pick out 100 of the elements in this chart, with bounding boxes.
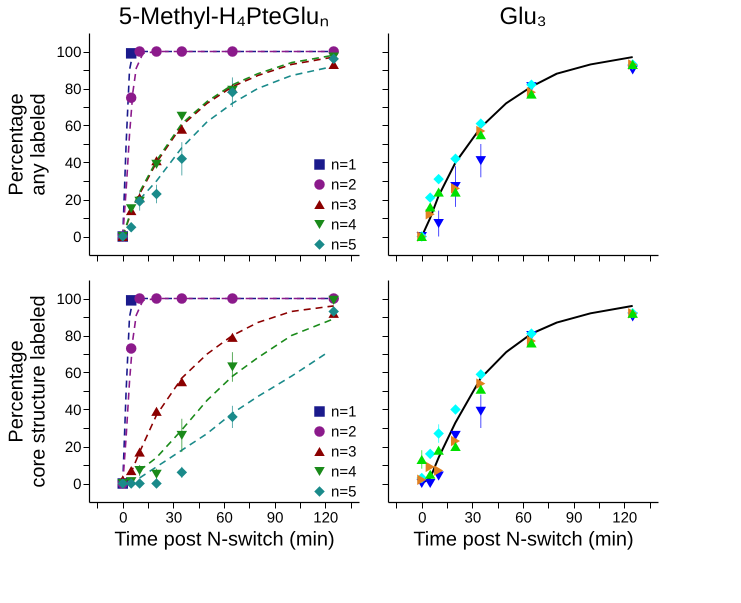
- point: [176, 124, 188, 134]
- point: [476, 406, 486, 416]
- point: [126, 466, 136, 476]
- y-tick-label: 100: [56, 44, 82, 61]
- y-tick-label: 60: [64, 365, 82, 382]
- point: [176, 293, 188, 304]
- x-tick-label: 90: [266, 510, 284, 526]
- point: [433, 174, 444, 184]
- point: [424, 192, 436, 203]
- point: [450, 436, 460, 446]
- point: [476, 156, 486, 166]
- point: [227, 332, 238, 342]
- point: [450, 404, 461, 415]
- point: [476, 118, 486, 129]
- point: [176, 430, 188, 440]
- point: [227, 412, 238, 422]
- point: [526, 328, 537, 339]
- point: [151, 406, 162, 416]
- point: [134, 293, 145, 304]
- x-axis-title: Time post N-switch (min): [413, 528, 634, 550]
- y-tick-label: 0: [73, 476, 82, 493]
- y-tick-label: 100: [56, 291, 82, 308]
- point: [328, 54, 339, 64]
- chart-title: 5-Methyl-H₄PteGluₙ: [118, 3, 330, 30]
- y-tick-label: 80: [64, 81, 82, 98]
- legend-label: n=5: [331, 484, 356, 500]
- point: [151, 293, 162, 304]
- point: [227, 46, 238, 57]
- y-tick-label: 0: [73, 229, 82, 246]
- legend-label: n=3: [331, 444, 356, 460]
- point: [433, 188, 444, 197]
- y-tick-label: 40: [64, 155, 82, 172]
- point: [176, 112, 188, 121]
- y-axis-title: Percentage any labeled: [5, 93, 50, 196]
- y-tick-label: 40: [64, 402, 82, 419]
- x-tick-label: 60: [216, 510, 233, 526]
- x-axis-title: Time post N-switch (min): [114, 528, 335, 550]
- y-axis-title: Percentage core structure labeled: [5, 295, 50, 488]
- point: [476, 378, 486, 389]
- x-tick-label: 0: [119, 510, 128, 526]
- point: [526, 338, 537, 348]
- legend-label: n=1: [331, 156, 356, 174]
- point: [227, 362, 238, 372]
- point: [151, 470, 162, 479]
- point: [151, 46, 162, 57]
- point: [134, 46, 145, 57]
- x-tick-label: 60: [515, 510, 532, 526]
- point: [476, 384, 486, 394]
- point: [526, 90, 537, 99]
- point: [126, 222, 136, 232]
- legend-label: n=4: [331, 216, 356, 234]
- point: [134, 478, 145, 489]
- point: [126, 92, 136, 103]
- point: [424, 478, 436, 488]
- y-tick-label: 20: [64, 192, 82, 209]
- point: [151, 188, 162, 200]
- point: [134, 448, 145, 457]
- legend-label: n=1: [331, 404, 356, 420]
- point: [426, 462, 435, 472]
- point: [176, 154, 188, 164]
- point: [433, 446, 444, 455]
- point: [424, 448, 436, 460]
- point: [328, 306, 339, 317]
- point: [424, 470, 436, 479]
- point: [476, 130, 486, 140]
- point: [227, 86, 238, 98]
- point: [151, 160, 162, 169]
- chart-title: Glu₃: [499, 3, 547, 30]
- y-tick-label: 60: [64, 118, 82, 135]
- x-tick-label: 120: [313, 510, 338, 526]
- point: [526, 80, 537, 90]
- point: [434, 465, 444, 476]
- point: [433, 219, 444, 228]
- point: [176, 467, 188, 478]
- point: [151, 478, 162, 489]
- point: [176, 377, 188, 386]
- x-tick-label: 120: [612, 510, 638, 526]
- legend-label: n=2: [331, 424, 356, 440]
- legend-label: n=3: [331, 196, 356, 214]
- y-tick-label: 80: [64, 328, 82, 345]
- point: [227, 293, 238, 304]
- legend-label: n=2: [331, 176, 356, 194]
- x-tick-label: 30: [166, 510, 182, 526]
- point: [416, 454, 427, 464]
- x-tick-label: 0: [418, 510, 426, 526]
- point: [126, 343, 136, 354]
- x-tick-label: 30: [464, 510, 482, 526]
- point: [134, 466, 145, 476]
- point: [328, 296, 339, 305]
- point: [433, 428, 444, 439]
- point: [424, 202, 436, 212]
- legend-label: n=5: [331, 236, 356, 254]
- point: [126, 478, 136, 489]
- point: [450, 430, 461, 440]
- point: [450, 188, 461, 197]
- point: [450, 154, 461, 164]
- x-tick-label: 90: [566, 510, 582, 526]
- y-tick-label: 20: [64, 439, 82, 456]
- point: [176, 46, 188, 57]
- point: [450, 442, 461, 452]
